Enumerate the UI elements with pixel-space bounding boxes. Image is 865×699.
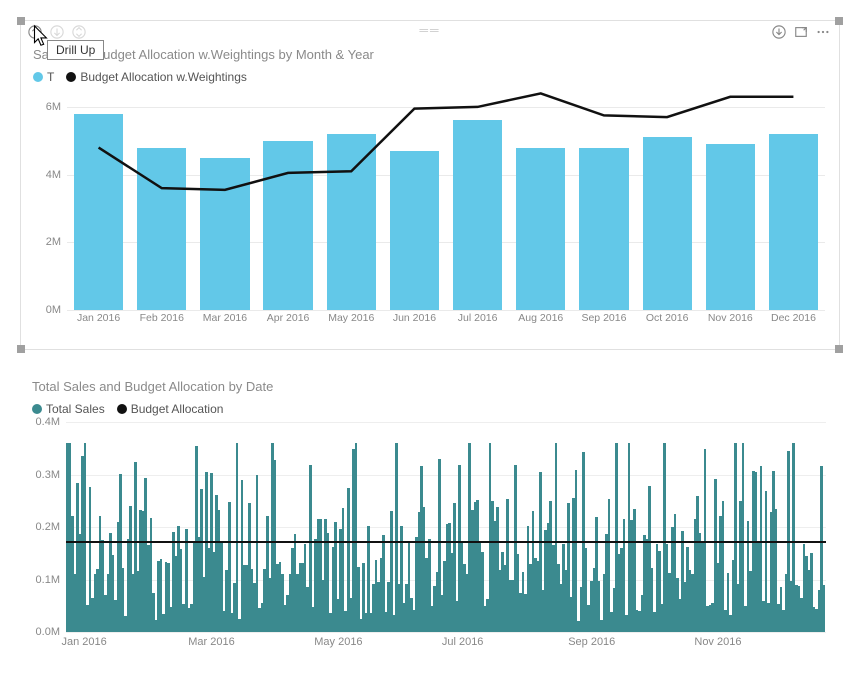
focus-mode-icon[interactable]: [791, 22, 811, 42]
x-tick-label: Oct 2016: [636, 312, 699, 330]
legend-swatch: [66, 72, 76, 82]
x-tick-label: Jan 2016: [61, 636, 106, 648]
legend-label: Budget Allocation: [131, 402, 224, 416]
y-tick-label: 0.1M: [36, 574, 60, 586]
y-tick-label: 4M: [46, 169, 61, 181]
chart1-plot: 0M 2M 4M 6M Jan 2016Feb 2016Mar 2016Apr 201…: [25, 90, 835, 330]
x-tick-label: Feb 2016: [130, 312, 193, 330]
daily-bar[interactable]: [236, 443, 239, 632]
legend-swatch: [117, 404, 127, 414]
x-tick-label: Aug 2016: [509, 312, 572, 330]
daily-bar[interactable]: [575, 470, 578, 632]
x-tick-label: Nov 2016: [694, 636, 741, 648]
x-tick-label: Nov 2016: [699, 312, 762, 330]
visual-toolbar: ══: [21, 21, 839, 43]
legend-item-total-sales[interactable]: Total Sales: [32, 402, 105, 416]
legend-item-budget[interactable]: Budget Allocation w.Weightings: [66, 70, 247, 84]
x-tick-label: Jun 2016: [383, 312, 446, 330]
x-tick-label: Jan 2016: [67, 312, 130, 330]
y-tick-label: 0.4M: [36, 416, 60, 428]
drill-up-tooltip: Drill Up: [47, 40, 104, 60]
more-options-icon[interactable]: [813, 22, 833, 42]
chart2-legend: Total Sales Budget Allocation: [20, 396, 840, 422]
x-tick-label: Mar 2016: [188, 636, 234, 648]
x-tick-label: Dec 2016: [762, 312, 825, 330]
x-tick-label: Mar 2016: [193, 312, 256, 330]
expand-level-icon[interactable]: [69, 22, 89, 42]
chart1-legend: T Budget Allocation w.Weightings: [21, 64, 839, 90]
y-tick-label: 2M: [46, 236, 61, 248]
chart1-line: [67, 90, 825, 310]
daily-bar[interactable]: [742, 443, 745, 632]
chart2-budget-line: [66, 541, 826, 543]
legend-swatch: [33, 72, 43, 82]
legend-label: T: [47, 70, 54, 84]
x-tick-label: Sep 2016: [568, 636, 615, 648]
chart2-y-axis: 0.0M0.1M0.2M0.3M0.4M: [24, 422, 64, 632]
y-tick-label: 0.2M: [36, 521, 60, 533]
x-tick-label: May 2016: [320, 312, 383, 330]
drag-handle-icon[interactable]: ══: [419, 23, 440, 37]
x-tick-label: Apr 2016: [257, 312, 320, 330]
chart2-title: Total Sales and Budget Allocation by Dat…: [20, 375, 840, 396]
chart2-plot: 0.0M0.1M0.2M0.3M0.4M Jan 2016Mar 2016May…: [24, 422, 836, 652]
chart-card-daily: Total Sales and Budget Allocation by Dat…: [20, 375, 840, 675]
y-tick-label: 0.0M: [36, 626, 60, 638]
legend-label: Total Sales: [46, 402, 105, 416]
selection-handle-br[interactable]: [835, 345, 843, 353]
x-tick-label: May 2016: [314, 636, 362, 648]
y-tick-label: 0M: [46, 304, 61, 316]
chart1-title: Sales and Budget Allocation w.Weightings…: [21, 43, 839, 64]
y-tick-label: 0.3M: [36, 469, 60, 481]
chart-card-monthly: ══ Sales and Budget Allocation w.Weighti…: [20, 20, 840, 350]
legend-item-budget-alloc[interactable]: Budget Allocation: [117, 402, 224, 416]
legend-swatch: [32, 404, 42, 414]
y-tick-label: 6M: [46, 101, 61, 113]
daily-bar[interactable]: [823, 585, 826, 632]
drill-down-icon[interactable]: [47, 22, 67, 42]
legend-item-sales[interactable]: T: [33, 70, 54, 84]
selection-handle-bl[interactable]: [17, 345, 25, 353]
legend-label: Budget Allocation w.Weightings: [80, 70, 247, 84]
export-data-icon[interactable]: [769, 22, 789, 42]
chart1-y-axis: 0M2M4M6M: [25, 90, 65, 310]
x-tick-label: Jul 2016: [446, 312, 509, 330]
x-tick-label: Sep 2016: [572, 312, 635, 330]
chart2-x-axis: Jan 2016Mar 2016May 2016Jul 2016Sep 2016…: [66, 636, 826, 652]
x-tick-label: Jul 2016: [442, 636, 484, 648]
drill-up-icon[interactable]: [25, 22, 45, 42]
chart1-x-axis: Jan 2016Feb 2016Mar 2016Apr 2016May 2016…: [67, 312, 825, 330]
